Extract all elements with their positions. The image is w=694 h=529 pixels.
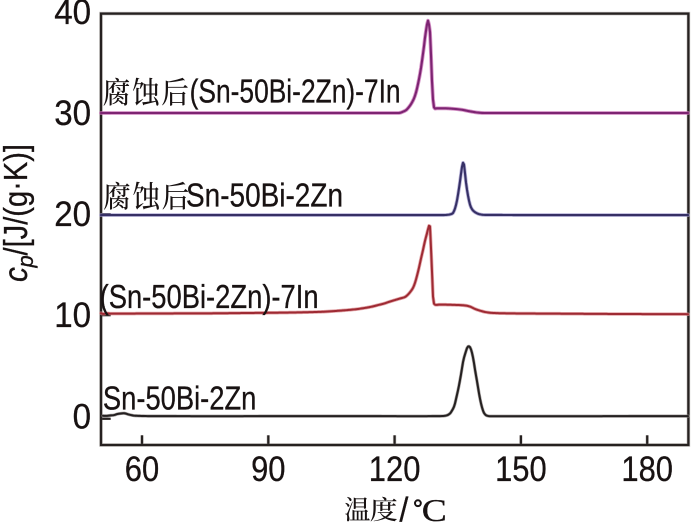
svg-text:120: 120 — [369, 450, 421, 489]
svg-text:Sn-50Bi-2Zn: Sn-50Bi-2Zn — [103, 380, 257, 417]
svg-text:(Sn-50Bi-2Zn)-7In: (Sn-50Bi-2Zn)-7In — [190, 73, 401, 110]
svg-text:60: 60 — [125, 450, 159, 489]
svg-text:Sn-50Bi-2Zn: Sn-50Bi-2Zn — [186, 177, 343, 214]
svg-text:90: 90 — [251, 450, 285, 489]
svg-text:180: 180 — [621, 450, 673, 489]
svg-text:C: C — [422, 493, 447, 528]
svg-text:40: 40 — [54, 0, 91, 32]
svg-text:/: / — [399, 491, 409, 529]
svg-text:0: 0 — [73, 397, 91, 436]
svg-text:c: c — [0, 267, 34, 282]
svg-text:10: 10 — [54, 296, 91, 335]
svg-text:(Sn-50Bi-2Zn)-7In: (Sn-50Bi-2Zn)-7In — [100, 278, 319, 315]
svg-text:/[J/(g·K)]: /[J/(g·K)] — [0, 144, 34, 256]
svg-text:150: 150 — [495, 450, 547, 489]
svg-text:20: 20 — [54, 195, 91, 234]
svg-text:30: 30 — [54, 94, 91, 133]
svg-text:p: p — [13, 255, 38, 268]
